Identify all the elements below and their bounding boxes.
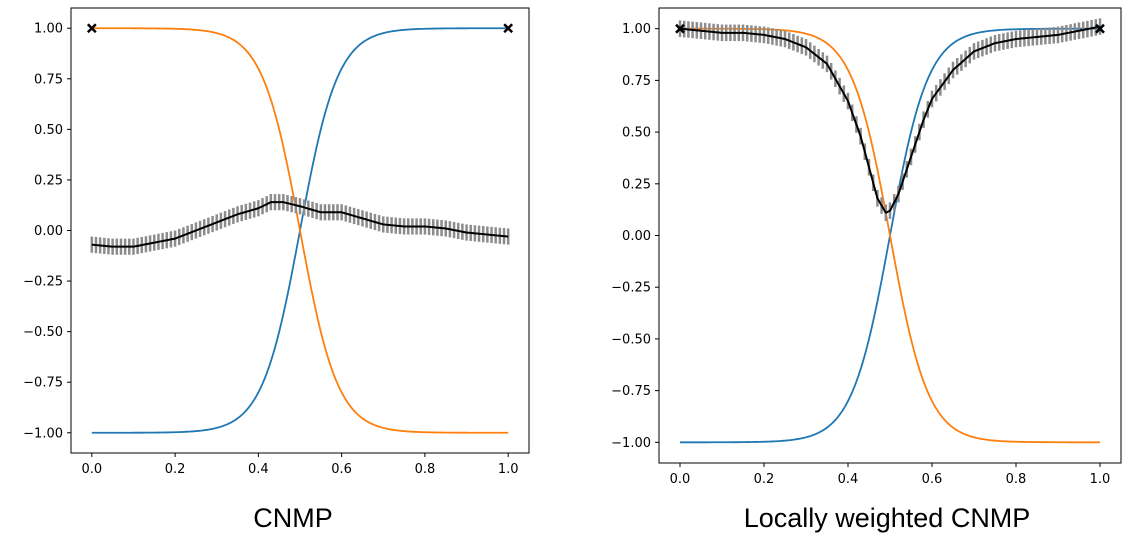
observation-marker: [1095, 23, 1105, 34]
y-tick-label: −0.50: [23, 325, 63, 340]
y-tick-label: −0.75: [611, 384, 651, 399]
locally-weighted-cnmp-panel: 0.0 0.2 0.4 0.6 0.8 1.0 1.00 0.75 0.50 0.25 0.00 −0…: [611, 7, 1122, 533]
observation-marker: [503, 23, 514, 34]
y-tick-label: 1.00: [622, 22, 651, 37]
x-tick-label: 0.8: [1006, 472, 1027, 487]
x-tick-label: 0.6: [922, 472, 943, 487]
prediction-error-bars: [90, 194, 510, 255]
observation-marker: [675, 23, 685, 34]
y-tick-label: 0.75: [34, 72, 63, 87]
x-tick-label: 0.4: [248, 462, 269, 477]
y-tick-label: −0.25: [611, 281, 651, 296]
x-tick-label: 0.4: [838, 472, 859, 487]
y-tick-label: −1.00: [23, 426, 63, 441]
x-tick-label: 0.2: [165, 462, 186, 477]
prediction-mean-line: [91, 201, 509, 248]
y-tick-label: 0.50: [34, 123, 63, 138]
y-tick-label: −1.00: [611, 436, 651, 451]
x-tick-label: 0.2: [754, 472, 775, 487]
orange-demonstration-line: [680, 27, 1100, 444]
observation-marker: [86, 23, 97, 34]
y-tick-label: 0.75: [622, 74, 651, 89]
y-tick-label: 0.25: [622, 177, 651, 192]
x-tick-label: 0.0: [670, 472, 691, 487]
y-tick-label: 0.50: [622, 126, 651, 141]
x-tick-label: 1.0: [498, 462, 519, 477]
y-tick-label: 0.00: [622, 229, 651, 244]
y-tick-label: 0.00: [34, 224, 63, 239]
panel-caption: Locally weighted CNMP: [744, 503, 1031, 533]
x-tick-label: 1.0: [1090, 472, 1111, 487]
x-tick-label: 0.0: [81, 462, 102, 477]
y-tick-label: −0.75: [23, 376, 63, 391]
prediction-error-bars: [678, 18, 1102, 222]
orange-demonstration-line: [91, 27, 509, 434]
y-tick-label: 0.25: [34, 173, 63, 188]
y-tick-label: 1.00: [34, 22, 63, 37]
x-tick-label: 0.8: [415, 462, 436, 477]
x-tick-label: 0.6: [331, 462, 352, 477]
panel-caption: CNMP: [253, 503, 333, 533]
cnmp-panel: 0.0 0.2 0.4 0.6 0.8 1.0 1.00 0.75 0.50 0.25 0.00 −0…: [23, 7, 530, 533]
y-tick-label: −0.25: [23, 275, 63, 290]
y-tick-label: −0.50: [611, 332, 651, 347]
prediction-mean-line: [679, 25, 1101, 214]
